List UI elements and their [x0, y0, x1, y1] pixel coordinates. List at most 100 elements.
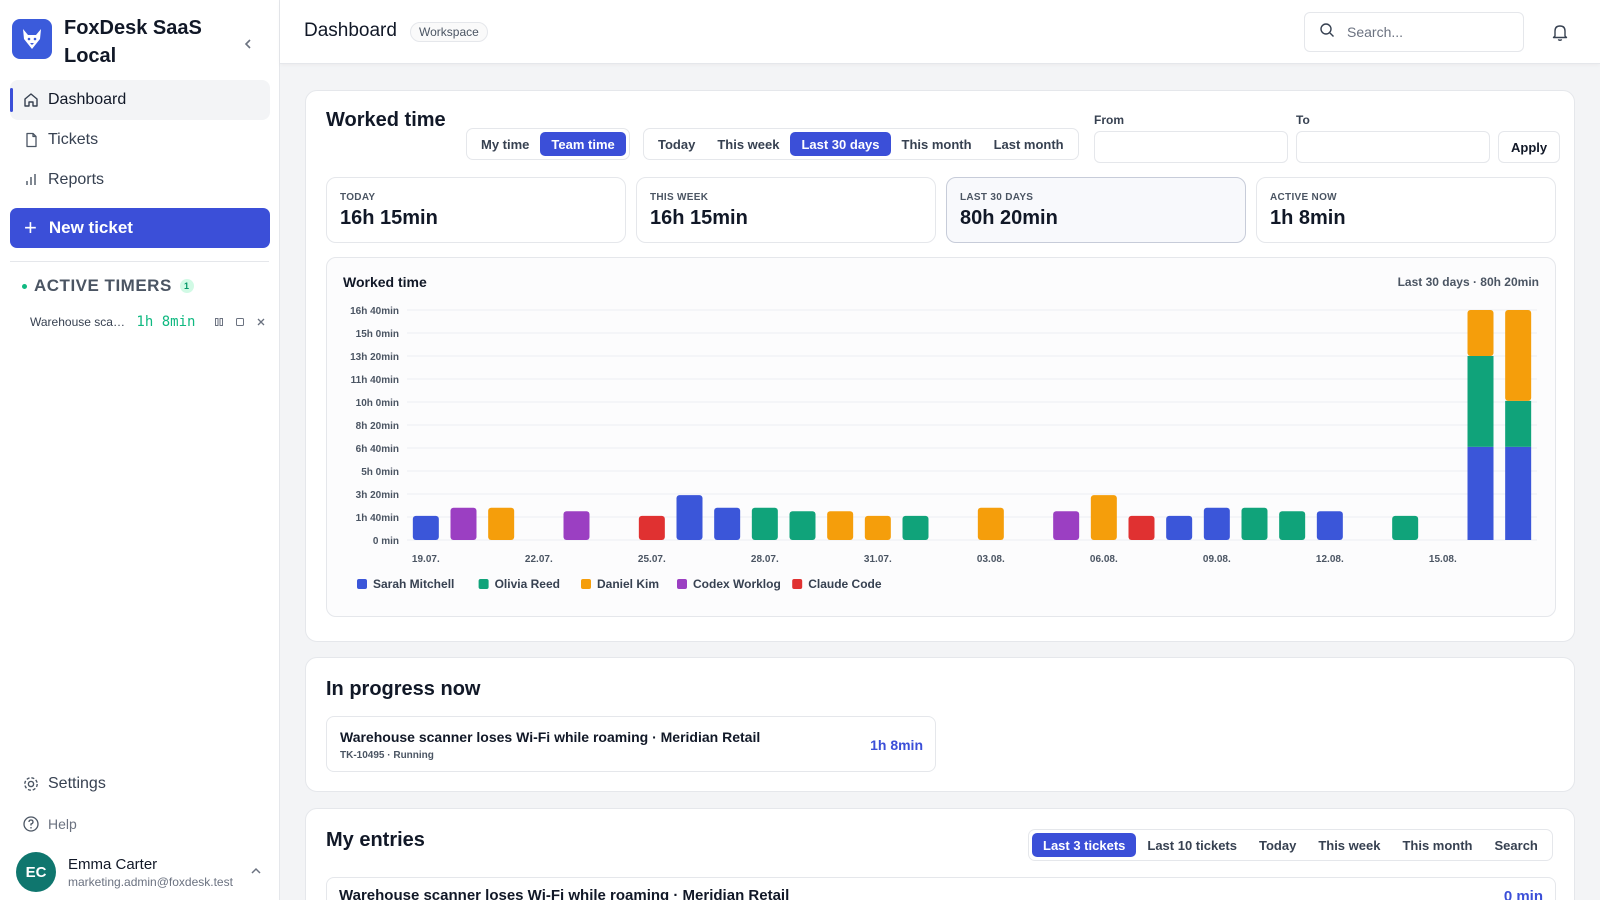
bar-segment	[1316, 511, 1343, 540]
new-ticket-label: New ticket	[48, 218, 133, 237]
x-tick-label: 25.07.	[638, 554, 666, 565]
period-today-button[interactable]: Today	[658, 136, 696, 152]
sidebar-item-settings[interactable]: Settings	[10, 764, 270, 804]
sidebar-item-reports[interactable]: Reports	[10, 160, 270, 200]
ticket-elapsed: 1h 8min	[870, 737, 923, 753]
sidebar-item-help[interactable]: Help	[10, 804, 270, 844]
search-input[interactable]	[1347, 24, 1507, 40]
sidebar-bottom: Settings Help	[10, 764, 270, 844]
sidebar-divider	[10, 261, 269, 262]
search-box[interactable]	[1304, 12, 1524, 52]
x-tick-label: 15.08.	[1429, 554, 1457, 565]
to-date-input[interactable]	[1296, 131, 1490, 163]
filter-search[interactable]: Search	[1494, 837, 1538, 853]
sidebar: FoxDesk SaaS Local Dashboard Tickets Rep…	[0, 0, 280, 900]
bar-segment	[1392, 515, 1419, 540]
sidebar-nav: Dashboard Tickets Reports	[10, 80, 270, 200]
in-progress-card: In progress now Warehouse scanner loses …	[305, 657, 1575, 792]
worked-time-title: Worked time	[326, 109, 446, 131]
bar-segment	[977, 507, 1004, 540]
apply-button[interactable]: Apply	[1498, 131, 1561, 163]
period-this-week-button[interactable]: This week	[717, 136, 780, 152]
in-progress-title: In progress now	[326, 678, 481, 700]
x-tick-label: 28.07.	[751, 554, 779, 565]
period-this-month-button[interactable]: This month	[901, 136, 972, 152]
workspace-badge: Workspace	[410, 22, 488, 42]
scope-toggle: My time Team time	[466, 128, 630, 160]
stat-value: 16h 15min	[650, 207, 748, 229]
collapse-sidebar-icon[interactable]	[236, 32, 260, 56]
bar-segment	[676, 495, 703, 540]
bar-segment	[751, 507, 778, 540]
sidebar-item-dashboard[interactable]: Dashboard	[10, 80, 270, 120]
bell-icon[interactable]	[1548, 20, 1572, 44]
bar-segment	[1128, 515, 1155, 540]
stat-label: ACTIVE NOW	[1270, 192, 1337, 203]
active-timers-heading: ACTIVE TIMERS 1	[22, 276, 194, 296]
user-menu[interactable]: EC Emma Carter marketing.admin@foxdesk.t…	[16, 852, 268, 892]
x-tick-label: 03.08.	[977, 554, 1005, 565]
from-date-input[interactable]	[1094, 131, 1288, 163]
filter-this-month[interactable]: This month	[1402, 837, 1473, 853]
entry-item[interactable]: Warehouse scanner loses Wi-Fi while roam…	[326, 877, 1556, 900]
stat-label: LAST 30 DAYS	[960, 192, 1034, 203]
stat-this-week[interactable]: THIS WEEK 16h 15min	[636, 177, 936, 243]
close-icon[interactable]	[253, 313, 270, 331]
user-name: Emma Carter	[68, 855, 158, 873]
my-time-button[interactable]: My time	[481, 136, 530, 152]
stat-today[interactable]: TODAY 16h 15min	[326, 177, 626, 243]
user-info: Emma Carter marketing.admin@foxdesk.test	[68, 856, 233, 889]
filter-last-3-tickets[interactable]: Last 3 tickets	[1032, 833, 1137, 857]
chevron-up-icon[interactable]	[250, 864, 262, 882]
in-progress-item[interactable]: Warehouse scanner loses Wi-Fi while roam…	[326, 716, 936, 772]
entries-filter-tabs: Last 3 tickets Last 10 tickets Today Thi…	[1028, 829, 1553, 861]
period-last-month-button[interactable]: Last month	[993, 136, 1064, 152]
settings-label: Settings	[48, 775, 106, 792]
worked-time-card: Worked time My time Team time Today This…	[305, 90, 1575, 642]
chart-canvas: 0 min 1h 40min 3h 20min 5h 0min 6h 40min 8h 2…	[350, 306, 1537, 591]
live-dot-icon	[22, 283, 27, 289]
bar-segment	[1467, 310, 1494, 356]
sidebar-item-tickets[interactable]: Tickets	[10, 120, 270, 160]
brand[interactable]: FoxDesk SaaS Local	[12, 14, 268, 70]
help-label: Help	[48, 816, 77, 832]
entry-title[interactable]: Warehouse scanner loses Wi-Fi while roam…	[339, 887, 790, 900]
ticket-meta: TK-10495 · Running	[340, 750, 434, 761]
x-tick-label: 06.08.	[1090, 554, 1118, 565]
sidebar-item-label: Dashboard	[48, 91, 127, 108]
stat-last-30-days[interactable]: LAST 30 DAYS 80h 20min	[946, 177, 1246, 243]
legend-swatch	[581, 579, 591, 589]
legend-label: Olivia Reed	[495, 577, 560, 591]
stop-icon[interactable]	[231, 313, 248, 331]
filter-last-10-tickets[interactable]: Last 10 tickets	[1147, 837, 1237, 853]
y-tick-label: 13h 20min	[350, 352, 399, 363]
bar-segment	[1279, 511, 1306, 540]
filter-today[interactable]: Today	[1258, 837, 1297, 853]
worked-time-chart: Worked time Last 30 days · 80h 20min 0 m…	[326, 257, 1556, 617]
bar-segment	[864, 515, 891, 540]
new-ticket-button[interactable]: + New ticket	[10, 208, 270, 248]
bar-segment	[1505, 446, 1532, 540]
page-title: Dashboard	[304, 20, 397, 41]
period-last-30-days-button[interactable]: Last 30 days	[790, 132, 891, 156]
timer-ticket-name[interactable]: Warehouse scanner loses Wi-Fi while roam…	[30, 315, 128, 329]
timer-elapsed: 1h 8min	[136, 314, 196, 330]
bar-chart-icon	[22, 171, 40, 189]
bar-segment	[1505, 310, 1532, 401]
team-time-button[interactable]: Team time	[540, 132, 626, 156]
ticket-title[interactable]: Warehouse scanner loses Wi-Fi while roam…	[340, 729, 761, 745]
legend-label: Claude Code	[808, 577, 882, 591]
y-tick-label: 0 min	[373, 536, 399, 547]
legend-label: Daniel Kim	[597, 577, 659, 591]
x-tick-label: 19.07.	[412, 554, 440, 565]
active-timer-row[interactable]: Warehouse scanner loses Wi-Fi while roam…	[30, 312, 270, 332]
stat-active-now[interactable]: ACTIVE NOW 1h 8min	[1256, 177, 1556, 243]
legend-swatch	[677, 579, 687, 589]
bar-segment	[1053, 511, 1080, 540]
help-circle-icon	[22, 815, 40, 833]
filter-this-week[interactable]: This week	[1318, 837, 1381, 853]
stat-label: TODAY	[340, 192, 376, 203]
bar-segment	[1203, 507, 1230, 540]
avatar: EC	[16, 852, 56, 892]
pause-icon[interactable]	[210, 313, 227, 331]
